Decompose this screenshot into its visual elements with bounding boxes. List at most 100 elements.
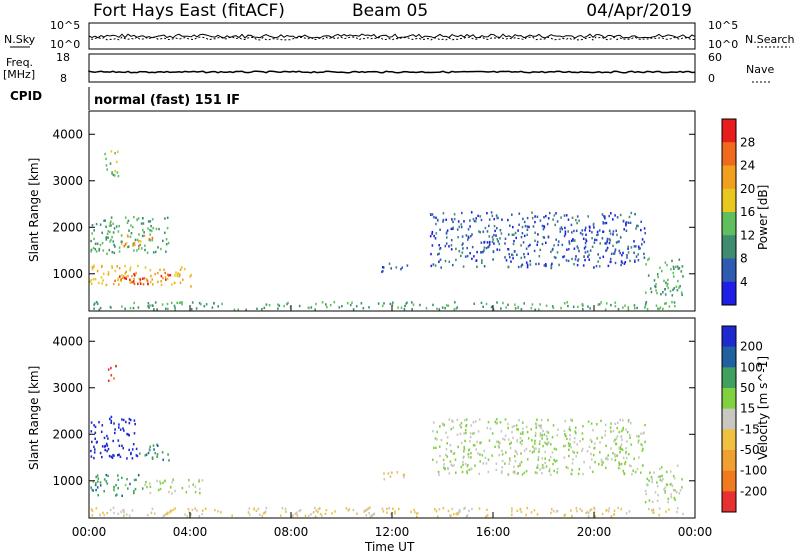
- echo-cell: [433, 216, 435, 219]
- echo-cell: [97, 281, 100, 285]
- echo-cell: [121, 418, 123, 421]
- echo-cell: [671, 259, 673, 263]
- echo-cell: [653, 279, 656, 282]
- nsky-trace: [88, 33, 696, 41]
- echo-cell: [671, 484, 674, 488]
- echo-cell: [564, 230, 567, 233]
- echo-cell: [467, 456, 470, 459]
- echo-cell: [100, 276, 103, 279]
- echo-cell: [546, 443, 549, 446]
- echo-cell: [147, 220, 150, 223]
- nsky-tick-bottom: 10^0: [50, 38, 80, 51]
- echo-cell: [573, 437, 576, 440]
- echo-cell: [314, 506, 316, 510]
- echo-cell: [129, 268, 131, 272]
- echo-cell: [174, 489, 176, 493]
- echo-cell: [100, 265, 103, 268]
- echo-cell: [123, 511, 125, 514]
- echo-cell: [132, 244, 134, 247]
- echo-cell: [106, 168, 108, 171]
- echo-cell: [583, 461, 585, 464]
- velocity-panel-bg: [89, 318, 695, 518]
- power-y-label: Slant Range [km]: [27, 158, 41, 262]
- echo-cell: [151, 236, 154, 240]
- echo-cell: [648, 479, 650, 482]
- echo-cell: [157, 246, 159, 249]
- echo-cell: [133, 301, 135, 305]
- echo-cell: [636, 306, 638, 310]
- echo-cell: [154, 451, 156, 455]
- echo-cell: [461, 243, 463, 246]
- freq-tick-top: 18: [56, 51, 70, 64]
- echo-cell: [525, 425, 528, 429]
- echo-cell: [556, 471, 558, 474]
- echo-cell: [99, 481, 102, 484]
- echo-cell: [355, 305, 358, 308]
- echo-cell: [529, 243, 531, 247]
- echo-cell: [106, 511, 108, 515]
- echo-cell: [614, 261, 617, 265]
- echo-cell: [564, 513, 566, 517]
- echo-cell: [600, 458, 603, 461]
- echo-cell: [435, 232, 438, 235]
- echo-cell: [118, 423, 120, 426]
- echo-cell: [539, 432, 542, 435]
- echo-cell: [431, 213, 434, 216]
- echo-cell: [681, 293, 683, 297]
- echo-cell: [570, 446, 572, 449]
- echo-cell: [146, 251, 149, 254]
- echo-cell: [419, 303, 421, 307]
- echo-cell: [642, 447, 644, 451]
- echo-cell: [534, 431, 537, 435]
- echo-cell: [636, 224, 638, 228]
- echo-cell: [369, 515, 372, 518]
- echo-cell: [575, 431, 577, 435]
- echo-cell: [459, 510, 461, 513]
- echo-cell: [620, 443, 623, 446]
- echo-cell: [103, 445, 106, 448]
- echo-cell: [620, 462, 623, 466]
- echo-cell: [110, 216, 113, 219]
- echo-cell: [113, 485, 115, 489]
- echo-cell: [164, 271, 166, 275]
- echo-cell: [625, 450, 627, 454]
- echo-cell: [641, 464, 644, 467]
- echo-cell: [545, 241, 547, 244]
- echo-cell: [641, 238, 644, 241]
- echo-cell: [552, 510, 555, 513]
- echo-cell: [618, 467, 621, 470]
- echo-cell: [659, 478, 662, 482]
- echo-cell: [177, 272, 180, 275]
- echo-cell: [488, 235, 491, 238]
- echo-cell: [508, 253, 510, 256]
- echo-cell: [483, 265, 486, 268]
- echo-cell: [539, 248, 541, 252]
- echo-cell: [411, 308, 413, 311]
- echo-cell: [536, 513, 539, 516]
- echo-cell: [175, 271, 177, 274]
- echo-cell: [516, 452, 519, 456]
- echo-cell: [450, 248, 453, 251]
- echo-cell: [541, 457, 544, 460]
- echo-cell: [124, 216, 127, 219]
- echo-cell: [90, 282, 93, 285]
- echo-cell: [373, 512, 376, 515]
- echo-cell: [571, 257, 573, 261]
- echo-cell: [110, 415, 113, 419]
- echo-cell: [473, 444, 476, 447]
- echo-cell: [109, 230, 111, 234]
- echo-cell: [501, 470, 503, 473]
- echo-cell: [143, 277, 146, 280]
- echo-cell: [469, 435, 472, 439]
- echo-cell: [126, 478, 128, 481]
- echo-cell: [565, 259, 568, 262]
- echo-cell: [548, 469, 551, 473]
- echo-cell: [148, 448, 151, 451]
- echo-cell: [520, 244, 522, 247]
- echo-cell: [295, 511, 298, 514]
- echo-cell: [488, 218, 491, 221]
- echo-cell: [635, 255, 638, 258]
- echo-cell: [102, 279, 104, 282]
- echo-cell: [491, 432, 494, 435]
- echo-cell: [525, 513, 527, 517]
